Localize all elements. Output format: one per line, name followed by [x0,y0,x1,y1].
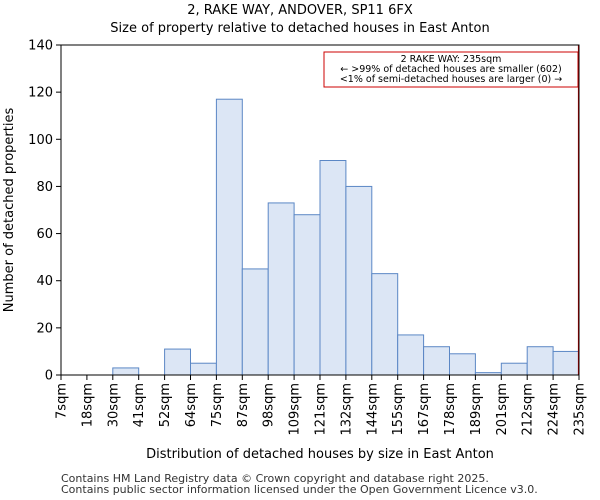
y-tick-label: 20 [36,321,53,336]
x-tick-label: 52sqm [158,383,173,427]
x-tick-label: 132sqm [339,383,354,436]
bar-155sqm [397,334,425,376]
x-axis-label: Distribution of detached houses by size … [146,447,494,462]
bar-52sqm [164,348,192,376]
x-tick-label: 167sqm [417,383,432,436]
annotation-box: 2 RAKE WAY: 235sqm ← >99% of detached ho… [323,51,579,88]
bar-167sqm [423,346,451,376]
bar-87sqm [241,268,269,376]
y-tick-label: 100 [28,133,53,148]
y-axis: 0 20 40 60 80 100 120 140 [28,39,61,384]
y-axis-label: Number of detached properties [2,108,17,313]
x-tick-label: 201sqm [495,383,510,436]
footer-line-1: Contains HM Land Registry data © Crown c… [61,472,489,485]
x-tick-label: 30sqm [106,383,121,427]
bar-64sqm [190,362,217,376]
x-tick-label: 98sqm [262,383,277,427]
x-tick-label: 121sqm [314,383,329,436]
bar-121sqm [319,160,347,376]
bar-75sqm [215,98,243,376]
footer-line-2: Contains public sector information licen… [61,483,538,496]
annotation-line-1: 2 RAKE WAY: 235sqm [401,54,502,65]
x-tick-label: 144sqm [365,383,380,436]
bar-201sqm [500,362,528,376]
x-tick-label: 178sqm [443,383,458,436]
x-tick-label: 155sqm [391,383,406,436]
x-tick-label: 87sqm [236,383,251,427]
bars-group [112,98,580,376]
y-tick-label: 40 [36,274,53,289]
bar-132sqm [345,185,373,376]
x-tick-label: 212sqm [521,383,536,436]
bar-109sqm [293,214,321,376]
chart-subtitle: Size of property relative to detached ho… [110,21,490,36]
x-axis: 7sqm 18sqm 30sqm 41sqm 52sqm 64sqm 75sqm 87sqm 9… [55,375,588,436]
x-tick-label: 189sqm [469,383,484,436]
x-tick-label: 64sqm [184,383,199,427]
annotation-line-3: <1% of semi-detached houses are larger (… [340,74,562,85]
chart-title: 2, RAKE WAY, ANDOVER, SP11 6FX [187,3,413,18]
y-tick-label: 120 [28,86,53,101]
bar-178sqm [449,353,476,376]
y-tick-label: 0 [45,369,53,384]
x-tick-label: 18sqm [80,383,95,427]
x-tick-label: 235sqm [573,383,588,436]
y-tick-label: 60 [36,227,53,242]
plot-frame [60,44,580,376]
footer: Contains HM Land Registry data © Crown c… [61,473,538,495]
x-tick-label: 41sqm [132,383,147,427]
chart-title-block: 2, RAKE WAY, ANDOVER, SP11 6FX Size of p… [0,2,600,38]
y-tick-label: 140 [28,39,53,54]
x-tick-label: 75sqm [210,383,225,427]
bar-212sqm [526,346,554,376]
x-tick-label: 109sqm [288,383,303,436]
bar-98sqm [267,202,295,376]
bar-30sqm [112,367,140,376]
bar-224sqm [552,350,580,376]
y-tick-label: 80 [36,180,53,195]
annotation-line-2: ← >99% of detached houses are smaller (6… [340,64,561,75]
x-tick-label: 7sqm [55,383,70,419]
annotation-border [323,51,579,88]
x-tick-label: 224sqm [547,383,562,436]
bar-144sqm [371,273,399,376]
histogram-chart: 0 20 40 60 80 100 120 140 7sqm 18sqm 30sqm 41sqm 52… [2,39,588,463]
